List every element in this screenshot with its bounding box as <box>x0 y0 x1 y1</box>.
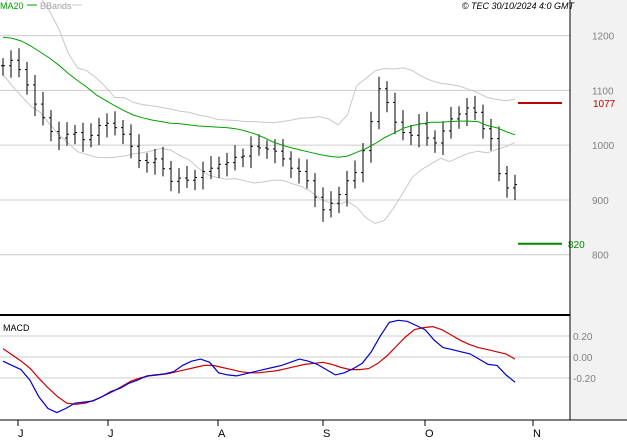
macd-tick-label: 0.20 <box>573 332 593 343</box>
price-tick-label: 900 <box>592 196 609 207</box>
price-tick-label: 1100 <box>592 86 614 97</box>
x-tick-label: J <box>108 428 114 440</box>
price-panel <box>0 0 570 315</box>
price-tick-label: 1000 <box>592 141 615 152</box>
x-tick-label: O <box>425 428 434 440</box>
x-tick-label: S <box>323 428 330 440</box>
level-label: 1077 <box>593 99 616 110</box>
bbands-legend-label: BBands <box>40 1 72 11</box>
macd-tick-label: 0.00 <box>573 353 593 364</box>
macd-panel <box>0 315 570 420</box>
level-label: 820 <box>568 240 585 251</box>
price-tick-label: 800 <box>592 251 609 262</box>
macd-title: MACD <box>3 323 30 333</box>
x-tick-label: J <box>18 428 24 440</box>
y-axis-panel <box>570 0 627 420</box>
x-tick-label: N <box>533 428 541 440</box>
copyright-text: © TEC 30/10/2024 4:0 GMT <box>462 1 576 11</box>
ma20-line <box>2 36 516 158</box>
ma20-legend-label: MA20 <box>0 1 24 11</box>
bband-lower-line <box>2 74 516 225</box>
price-tick-label: 1200 <box>592 32 615 43</box>
x-tick-label: A <box>218 428 226 440</box>
macd-tick-label: -0.20 <box>573 374 596 385</box>
bband-upper-line <box>2 0 516 126</box>
macd-line <box>2 319 516 414</box>
